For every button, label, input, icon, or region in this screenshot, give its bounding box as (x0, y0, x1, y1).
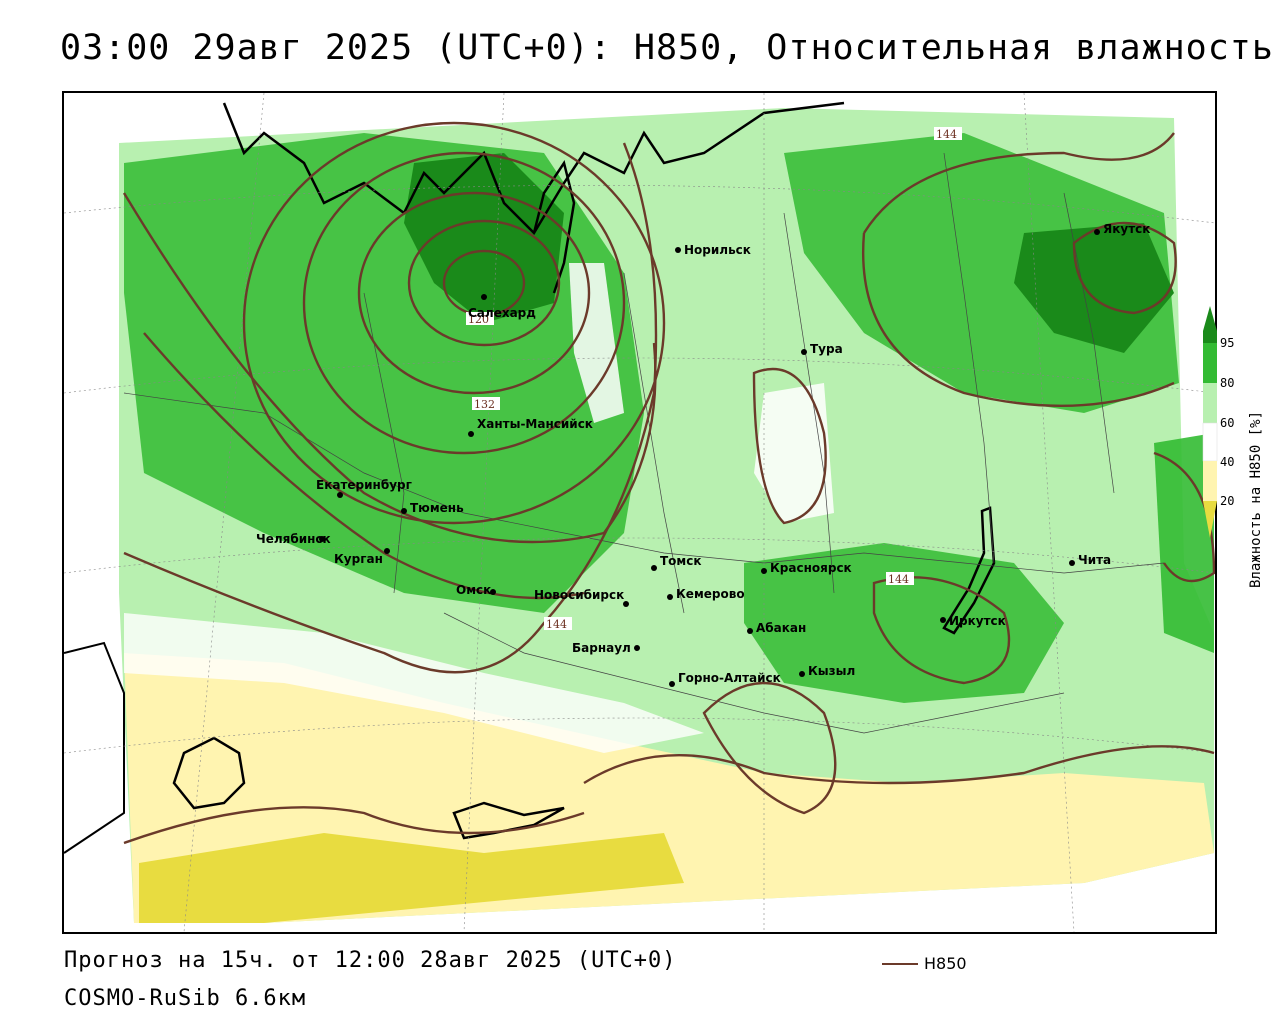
aral-sea (172, 736, 246, 810)
very-dry-zone-southwest (139, 833, 684, 923)
dry-pocket-ob (569, 263, 624, 423)
region-borders (123, 152, 1165, 734)
page-title: 03:00 29авг 2025 (UTC+0): H850, Относите… (60, 28, 1274, 68)
dry-pocket-central (754, 383, 834, 523)
svg-text:Челябинск: Челябинск (256, 532, 331, 546)
svg-text:Красноярск: Красноярск (770, 561, 852, 575)
city-omsk[interactable]: Омск (456, 583, 496, 597)
legend-tick: 95 (1220, 336, 1234, 350)
contour-label: 144 (888, 573, 909, 586)
city-khanty-mansiysk[interactable]: Ханты-Мансийск (468, 417, 593, 437)
contour-label-bg (544, 617, 572, 630)
dry-zone-white (124, 613, 704, 753)
svg-text:Курган: Курган (334, 552, 383, 566)
contour-label-bg (466, 312, 494, 325)
arctic-coastline (222, 101, 845, 236)
model-name: COSMO-RuSib 6.6км (64, 986, 307, 1011)
svg-text:Горно-Алтайск: Горно-Алтайск (678, 671, 781, 685)
very-moist-core-yakutsk (1014, 223, 1174, 353)
city-kemerovo[interactable]: Кемерово (667, 587, 745, 601)
svg-text:Тюмень: Тюмень (410, 501, 464, 515)
svg-text:Тура: Тура (810, 342, 843, 356)
city-tomsk[interactable]: Томск (651, 554, 702, 571)
svg-text:Кызыл: Кызыл (808, 664, 855, 678)
contour-label: 132 (474, 398, 495, 411)
caspian-shore (64, 641, 125, 854)
contour-label: 144 (936, 128, 957, 141)
contour-label-bg (886, 572, 914, 585)
city-tyumen[interactable]: Тюмень (401, 501, 464, 515)
city-yakutsk[interactable]: Якутск (1094, 222, 1150, 236)
city-krasnoyarsk[interactable]: Красноярск (761, 561, 852, 575)
legend-title: Влажность на H850 [%] (1248, 411, 1264, 588)
city-norilsk[interactable]: Норильск (675, 243, 751, 257)
legend-swatch-95-up (1203, 306, 1217, 331)
forecast-info: Прогноз на 15ч. от 12:00 28авг 2025 (UTC… (64, 948, 677, 973)
yamal-peninsula (532, 159, 576, 294)
city-chita[interactable]: Чита (1069, 553, 1111, 567)
city-yekaterinburg[interactable]: Екатеринбург (316, 478, 412, 498)
legend-swatch-80 (1203, 343, 1217, 383)
moist-zone-east (1154, 433, 1214, 653)
svg-text:Ханты-Мансийск: Ханты-Мансийск (477, 417, 593, 431)
city-barnaul[interactable]: Барнаул (572, 641, 640, 655)
balkhash-lake (452, 801, 565, 840)
city-salekhard[interactable]: Салехард (468, 294, 536, 320)
svg-text:Абакан: Абакан (756, 621, 806, 635)
legend-swatch-0 (1203, 501, 1217, 538)
city-abakan[interactable]: Абакан (747, 621, 806, 635)
contour-label-bg (934, 127, 962, 140)
svg-text:Якутск: Якутск (1103, 222, 1150, 236)
svg-text:Новосибирск: Новосибирск (534, 588, 624, 602)
city-gorno-altaysk[interactable]: Горно-Алтайск (669, 671, 781, 687)
svg-text:Барнаул: Барнаул (572, 641, 631, 655)
contour-label: 144 (546, 618, 567, 631)
svg-text:Кемерово: Кемерово (676, 587, 745, 601)
forecast-map[interactable]: 120 132 144 144 144 Салехард Норильск Як… (62, 91, 1217, 934)
svg-text:Салехард: Салехард (468, 306, 536, 320)
humidity-legend: 95 80 60 40 20 Влажность на H850 [%] (1198, 306, 1278, 606)
legend-swatch-20 (1203, 461, 1217, 501)
legend-tick: 20 (1220, 494, 1234, 508)
city-irkutsk[interactable]: Иркутск (940, 614, 1006, 628)
moist-zone-northeast (784, 133, 1179, 413)
city-kyzyl[interactable]: Кызыл (799, 664, 855, 678)
legend-tick: 60 (1220, 416, 1234, 430)
contour-line-legend: H850 (882, 954, 967, 973)
legend-colorbar: 95 80 60 40 20 Влажность на H850 [%] (1202, 306, 1264, 588)
svg-text:Екатеринбург: Екатеринбург (316, 478, 412, 492)
contour-line-swatch (882, 962, 918, 965)
contour-label-bg (472, 397, 500, 410)
map-canvas: 120 132 144 144 144 Салехард Норильск Як… (64, 93, 1215, 932)
city-kurgan[interactable]: Курган (334, 548, 390, 566)
legend-tick: 80 (1220, 376, 1234, 390)
svg-text:Норильск: Норильск (684, 243, 751, 257)
svg-text:Омск: Омск (456, 583, 491, 597)
svg-text:Томск: Томск (660, 554, 702, 568)
city-tura[interactable]: Тура (801, 342, 843, 356)
city-novosibirsk[interactable]: Новосибирск (534, 588, 629, 607)
contour-line-label: H850 (924, 954, 967, 973)
legend-swatch-95 (1203, 331, 1217, 343)
contour-label: 120 (468, 313, 489, 326)
legend-tick: 40 (1220, 455, 1234, 469)
legend-swatch-60 (1203, 383, 1217, 423)
svg-text:Чита: Чита (1078, 553, 1111, 567)
svg-text:Иркутск: Иркутск (949, 614, 1006, 628)
legend-swatch-40 (1202, 422, 1218, 462)
city-chelyabinsk[interactable]: Челябинск (256, 532, 331, 546)
h850-contours (122, 121, 1215, 845)
